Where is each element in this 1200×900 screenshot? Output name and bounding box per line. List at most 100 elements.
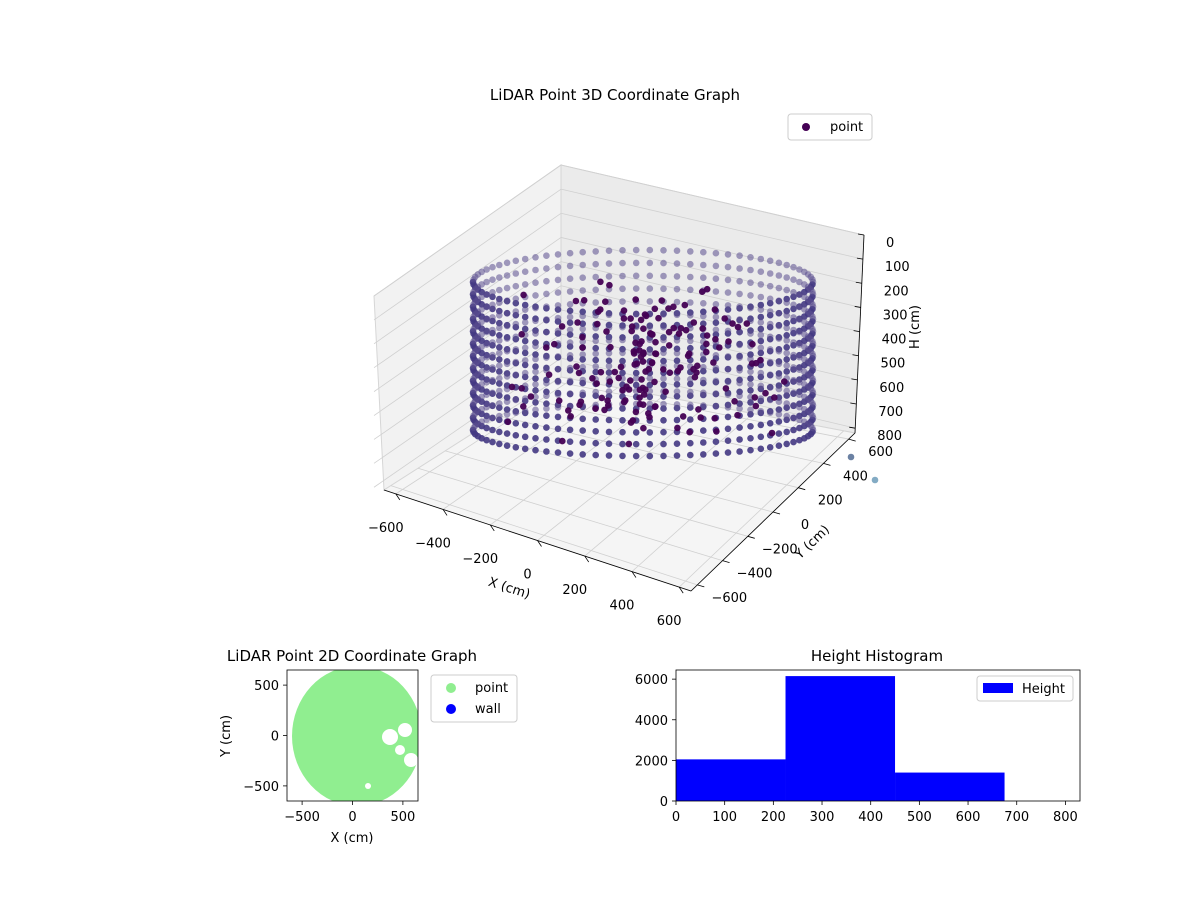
point-3d (660, 349, 667, 357)
point-3d (747, 406, 754, 414)
point-3d (766, 308, 774, 315)
point-3d (790, 438, 797, 446)
point-3d (512, 346, 520, 353)
point-3d (781, 378, 788, 385)
point-3d (712, 450, 720, 457)
point-3d (543, 436, 550, 443)
point-3d (766, 295, 774, 303)
gridline-3d-z (373, 237, 562, 369)
point-3d (566, 390, 574, 397)
z-tick-3d (852, 354, 859, 357)
point-3d (566, 438, 574, 446)
point-3d (566, 313, 574, 321)
point-3d (603, 328, 610, 335)
point-3d (757, 319, 765, 326)
y-tick-label-2d: 0 (271, 730, 279, 745)
point-3d (572, 297, 580, 305)
point-3d (673, 375, 681, 383)
x-tick-label-2d: 500 (390, 810, 415, 825)
gridline-3d-y (390, 485, 698, 586)
point-3d (579, 325, 586, 333)
point-3d (605, 416, 613, 424)
y-tick-label-histogram: 0 (660, 795, 668, 810)
point-3d (768, 429, 776, 437)
chart-histogram: Height Histogram 0 100 200 300 400 500 600 700 8… (635, 647, 1081, 825)
point-3d (747, 253, 754, 261)
gridline-3d-z (373, 261, 562, 392)
point-3d (579, 351, 586, 358)
z-tick-label-3d: 500 (881, 357, 906, 372)
point-3d (602, 298, 609, 306)
point-3d (716, 344, 723, 351)
point-3d (775, 385, 783, 393)
point-3d (646, 452, 654, 460)
point-3d (775, 398, 783, 406)
point-3d (809, 412, 816, 419)
point-3d (503, 398, 511, 406)
point-3d (489, 289, 496, 296)
point-3d (496, 412, 503, 420)
point-3d (652, 338, 659, 346)
point-3d (712, 313, 720, 321)
point-3d (521, 445, 529, 453)
point-3d (521, 306, 529, 314)
point-3d (579, 287, 586, 294)
point-3d (712, 438, 720, 446)
point-3d (512, 420, 520, 427)
point-3d (783, 362, 790, 370)
chart-2d: LiDAR Point 2D Coordinate Graph −500 0 500… (219, 647, 518, 846)
point-3d (660, 417, 667, 424)
point-3d (605, 273, 613, 280)
point-3d (620, 307, 628, 314)
point-3d (699, 325, 706, 332)
point-3d (605, 357, 613, 365)
point-3d (521, 325, 529, 333)
point-3d (496, 274, 503, 281)
point-3d (703, 285, 711, 293)
point-3d (673, 440, 681, 448)
gridline-3d-z (373, 188, 562, 321)
legend-histogram-frame (976, 675, 1074, 702)
point-3d (646, 381, 654, 389)
y-tick-label-2d: 500 (254, 679, 279, 694)
point-3d (489, 326, 496, 334)
point-3d (724, 378, 732, 386)
x-tick-3d (584, 555, 590, 563)
x-tick-label-3d: 200 (562, 583, 587, 598)
point-3d (496, 344, 503, 351)
z-axis-label-3d: H (cm) (908, 305, 923, 349)
point-3d (518, 385, 525, 392)
point-3d (677, 325, 685, 332)
x-tick-label-histogram: 400 (858, 810, 883, 825)
point-3d (660, 336, 667, 344)
z-tick-label-3d: 200 (884, 284, 909, 299)
point-3d (520, 291, 527, 299)
point-3d (573, 363, 580, 370)
point-3d (632, 452, 640, 460)
point-3d (712, 336, 719, 343)
point-3d (757, 331, 765, 339)
point-3d (646, 298, 654, 305)
gap-2d (404, 753, 418, 767)
point-3d (503, 284, 511, 292)
point-3d (554, 413, 562, 421)
point-3d (757, 306, 765, 314)
point-3d (660, 357, 667, 365)
point-3d (532, 253, 539, 261)
point-3d (766, 320, 774, 328)
point-3d (483, 416, 490, 424)
point-3d (496, 400, 503, 407)
point-3d (521, 337, 529, 345)
point-3d (646, 349, 654, 357)
point-3d (766, 270, 774, 277)
point-3d (724, 251, 732, 258)
z-tick-label-3d: 400 (882, 333, 907, 348)
point-3d (483, 328, 490, 336)
point-3d (496, 380, 503, 387)
y-tick-label-3d: −600 (711, 591, 747, 606)
point-3d (757, 382, 765, 390)
point-3d (796, 436, 803, 444)
point-3d (496, 324, 503, 332)
point-3d (711, 415, 718, 422)
point-3d (712, 390, 720, 397)
